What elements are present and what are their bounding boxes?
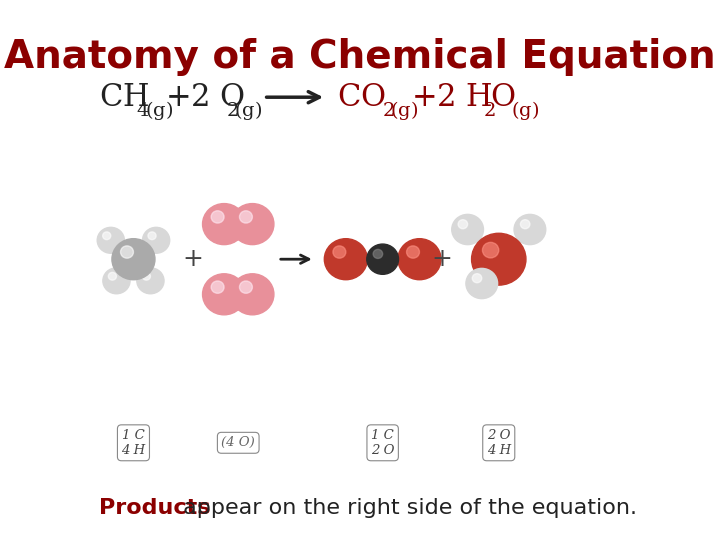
Circle shape bbox=[231, 274, 274, 315]
Text: (4 O): (4 O) bbox=[221, 436, 255, 449]
Text: $\mathregular{O}$: $\mathregular{O}$ bbox=[490, 82, 516, 113]
Circle shape bbox=[472, 274, 482, 283]
Circle shape bbox=[407, 246, 420, 258]
Text: Anatomy of a Chemical Equation: Anatomy of a Chemical Equation bbox=[4, 38, 716, 76]
Circle shape bbox=[366, 244, 398, 274]
Circle shape bbox=[108, 272, 117, 280]
Circle shape bbox=[324, 239, 367, 280]
Text: $\mathregular{(g)}$: $\mathregular{(g)}$ bbox=[145, 99, 173, 122]
Circle shape bbox=[466, 268, 498, 299]
Text: $\mathregular{+ 2\ O}$: $\mathregular{+ 2\ O}$ bbox=[165, 82, 245, 113]
Circle shape bbox=[231, 204, 274, 245]
Text: $\mathregular{(g)}$: $\mathregular{(g)}$ bbox=[234, 99, 262, 122]
Circle shape bbox=[97, 227, 125, 253]
Text: $\mathregular{2}$: $\mathregular{2}$ bbox=[382, 102, 394, 120]
Text: 2 O
4 H: 2 O 4 H bbox=[487, 429, 510, 457]
Text: +: + bbox=[432, 247, 453, 271]
Circle shape bbox=[373, 249, 382, 259]
Text: +: + bbox=[182, 247, 203, 271]
Circle shape bbox=[202, 204, 246, 245]
Circle shape bbox=[112, 239, 155, 280]
Text: $\mathregular{+ 2\ H}$: $\mathregular{+ 2\ H}$ bbox=[411, 82, 492, 113]
Text: $\mathregular{2}$: $\mathregular{2}$ bbox=[226, 102, 238, 120]
Circle shape bbox=[514, 214, 546, 245]
Circle shape bbox=[103, 268, 130, 294]
Circle shape bbox=[333, 246, 346, 258]
Text: 1 C
2 O: 1 C 2 O bbox=[371, 429, 395, 457]
Circle shape bbox=[458, 220, 467, 229]
Text: $\mathregular{CO}$: $\mathregular{CO}$ bbox=[338, 82, 386, 113]
Circle shape bbox=[482, 242, 499, 258]
Circle shape bbox=[137, 268, 164, 294]
Text: $\mathregular{(g)}$: $\mathregular{(g)}$ bbox=[510, 99, 539, 122]
Circle shape bbox=[211, 281, 224, 293]
Text: $\mathregular{(g)}$: $\mathregular{(g)}$ bbox=[390, 99, 418, 122]
Text: $\mathregular{2}$: $\mathregular{2}$ bbox=[483, 102, 496, 120]
Text: appear on the right side of the equation.: appear on the right side of the equation… bbox=[176, 497, 637, 518]
Circle shape bbox=[451, 214, 483, 245]
Circle shape bbox=[472, 233, 526, 285]
Circle shape bbox=[398, 239, 441, 280]
Circle shape bbox=[143, 272, 150, 280]
Text: Products: Products bbox=[99, 497, 211, 518]
Text: 1 C
4 H: 1 C 4 H bbox=[122, 429, 145, 457]
Circle shape bbox=[148, 232, 156, 240]
Text: $\mathregular{CH}$: $\mathregular{CH}$ bbox=[99, 82, 150, 113]
Circle shape bbox=[120, 246, 133, 258]
Circle shape bbox=[521, 220, 530, 229]
Circle shape bbox=[240, 281, 253, 293]
Circle shape bbox=[211, 211, 224, 223]
Circle shape bbox=[240, 211, 253, 223]
Circle shape bbox=[202, 274, 246, 315]
Circle shape bbox=[103, 232, 111, 240]
Text: $\mathregular{4}$: $\mathregular{4}$ bbox=[136, 102, 150, 120]
Circle shape bbox=[143, 227, 170, 253]
